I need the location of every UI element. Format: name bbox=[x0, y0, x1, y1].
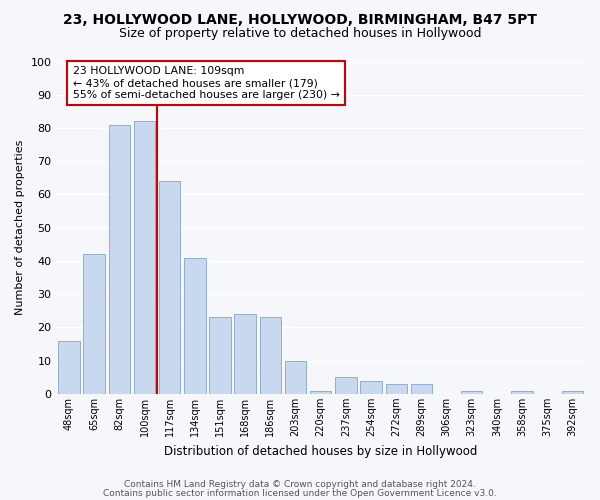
Bar bbox=[335, 378, 356, 394]
Bar bbox=[410, 384, 432, 394]
Bar bbox=[361, 380, 382, 394]
Bar bbox=[134, 122, 155, 394]
Bar bbox=[235, 314, 256, 394]
Bar bbox=[58, 340, 80, 394]
Text: 23 HOLLYWOOD LANE: 109sqm
← 43% of detached houses are smaller (179)
55% of semi: 23 HOLLYWOOD LANE: 109sqm ← 43% of detac… bbox=[73, 66, 340, 100]
Text: 23, HOLLYWOOD LANE, HOLLYWOOD, BIRMINGHAM, B47 5PT: 23, HOLLYWOOD LANE, HOLLYWOOD, BIRMINGHA… bbox=[63, 12, 537, 26]
Bar bbox=[260, 318, 281, 394]
Bar bbox=[285, 360, 306, 394]
Y-axis label: Number of detached properties: Number of detached properties bbox=[15, 140, 25, 316]
Bar bbox=[159, 181, 181, 394]
Bar bbox=[184, 258, 206, 394]
Bar bbox=[109, 124, 130, 394]
Text: Size of property relative to detached houses in Hollywood: Size of property relative to detached ho… bbox=[119, 28, 481, 40]
Text: Contains HM Land Registry data © Crown copyright and database right 2024.: Contains HM Land Registry data © Crown c… bbox=[124, 480, 476, 489]
Bar bbox=[386, 384, 407, 394]
Text: Contains public sector information licensed under the Open Government Licence v3: Contains public sector information licen… bbox=[103, 488, 497, 498]
Bar bbox=[209, 318, 231, 394]
Bar bbox=[83, 254, 105, 394]
Bar bbox=[461, 390, 482, 394]
Bar bbox=[511, 390, 533, 394]
X-axis label: Distribution of detached houses by size in Hollywood: Distribution of detached houses by size … bbox=[164, 444, 478, 458]
Bar bbox=[562, 390, 583, 394]
Bar bbox=[310, 390, 331, 394]
